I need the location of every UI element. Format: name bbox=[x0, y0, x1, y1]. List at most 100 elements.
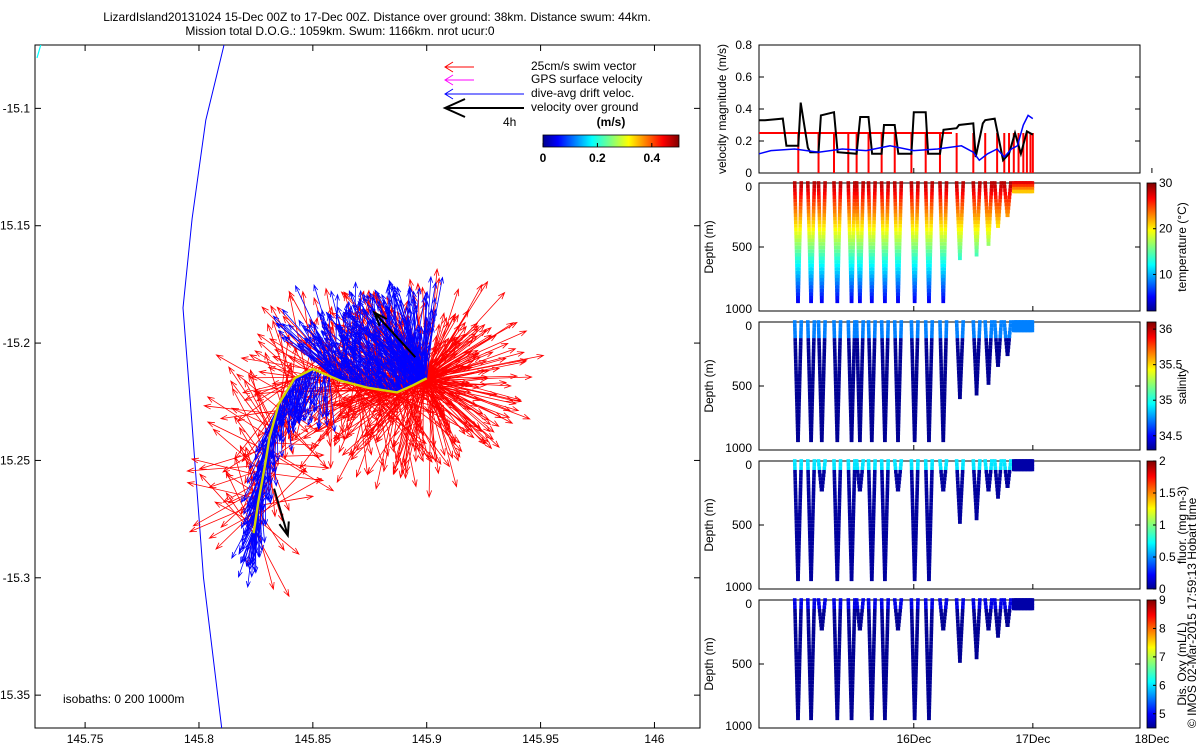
profile-marker bbox=[898, 608, 902, 613]
profile-marker bbox=[930, 598, 935, 602]
profile-marker bbox=[885, 209, 890, 214]
profile-marker bbox=[855, 462, 859, 467]
profile-marker bbox=[821, 477, 826, 481]
profile-marker bbox=[870, 295, 874, 300]
legend-drift: dive-avg drift veloc. bbox=[444, 86, 634, 100]
profile-marker bbox=[929, 202, 934, 207]
profile-marker bbox=[977, 477, 981, 481]
profile-marker bbox=[925, 641, 929, 645]
profile-marker bbox=[984, 202, 989, 207]
profile-marker bbox=[872, 213, 877, 218]
profile-marker bbox=[955, 477, 960, 481]
profile-marker bbox=[867, 491, 872, 496]
profile-marker bbox=[836, 270, 840, 275]
profile-marker bbox=[998, 195, 1003, 200]
profile-marker bbox=[885, 644, 889, 649]
profile-marker bbox=[914, 363, 919, 367]
profile-marker bbox=[793, 608, 797, 613]
profile-marker bbox=[793, 462, 797, 467]
profile-marker bbox=[872, 220, 876, 225]
profile-marker bbox=[943, 227, 948, 232]
profile-marker bbox=[833, 363, 837, 367]
profile-marker bbox=[940, 256, 944, 261]
swim-vector bbox=[268, 338, 335, 379]
profile-marker bbox=[885, 477, 890, 481]
profile-marker bbox=[944, 181, 949, 185]
profile-marker bbox=[914, 651, 919, 656]
profile-marker bbox=[794, 391, 799, 396]
oxygen-colorbar bbox=[1146, 599, 1157, 729]
profile-marker bbox=[939, 473, 944, 478]
profile-marker bbox=[911, 249, 916, 253]
profile-marker bbox=[848, 384, 852, 389]
profile-marker bbox=[893, 466, 898, 470]
profile-marker bbox=[986, 381, 991, 385]
profile-marker bbox=[872, 195, 877, 200]
profile-marker bbox=[987, 363, 992, 367]
profile-marker bbox=[838, 199, 842, 203]
profile-marker bbox=[872, 217, 876, 221]
profile-marker bbox=[899, 195, 903, 200]
profile-marker bbox=[871, 377, 876, 382]
profile-marker bbox=[850, 413, 855, 417]
profile-marker bbox=[881, 677, 886, 681]
profile-marker bbox=[910, 202, 914, 207]
depth-ytick-label: 500 bbox=[732, 379, 752, 393]
profile-marker bbox=[852, 217, 856, 221]
profile-marker bbox=[925, 512, 929, 517]
profile-marker bbox=[972, 330, 976, 335]
profile-marker bbox=[816, 459, 821, 463]
profile-marker bbox=[924, 356, 929, 360]
profile-marker bbox=[873, 459, 877, 463]
profile-marker bbox=[880, 630, 885, 635]
profile-marker bbox=[911, 384, 915, 389]
profile-marker bbox=[817, 206, 822, 210]
profile-marker bbox=[884, 384, 889, 389]
profile-marker bbox=[898, 345, 903, 349]
profile-marker bbox=[960, 202, 965, 207]
profile-marker bbox=[793, 623, 798, 627]
swim-vector bbox=[231, 387, 268, 455]
profile-marker bbox=[806, 466, 810, 470]
profile-marker bbox=[818, 377, 822, 382]
profile-marker bbox=[975, 641, 980, 645]
profile-marker bbox=[911, 377, 915, 382]
profile-marker bbox=[821, 377, 826, 382]
profile-marker bbox=[851, 231, 856, 235]
profile-marker bbox=[860, 359, 864, 364]
profile-marker bbox=[848, 256, 853, 261]
profile-marker bbox=[823, 459, 827, 463]
profile-marker bbox=[871, 373, 876, 378]
profile-marker bbox=[927, 274, 932, 278]
profile-marker bbox=[808, 673, 812, 678]
profile-marker bbox=[849, 712, 854, 717]
profile-marker bbox=[794, 373, 798, 378]
profile-marker bbox=[810, 399, 815, 403]
swim-vector bbox=[428, 330, 528, 375]
profile-marker bbox=[972, 348, 977, 353]
profile-marker bbox=[822, 334, 827, 339]
profile-marker bbox=[811, 363, 816, 367]
swim-vector bbox=[315, 388, 406, 433]
profile-marker bbox=[893, 195, 897, 200]
profile-marker bbox=[899, 327, 903, 331]
profile-marker bbox=[883, 288, 888, 293]
profile-marker bbox=[796, 709, 801, 713]
profile-marker bbox=[955, 334, 960, 339]
profile-marker bbox=[893, 206, 898, 210]
profile-marker bbox=[914, 520, 919, 524]
profile-marker bbox=[909, 327, 914, 331]
profile-marker bbox=[973, 634, 978, 638]
profile-marker bbox=[851, 234, 856, 239]
profile-marker bbox=[821, 249, 826, 253]
profile-marker bbox=[798, 648, 802, 652]
profile-marker bbox=[1004, 616, 1009, 620]
profile-marker bbox=[810, 530, 815, 535]
profile-marker bbox=[925, 655, 930, 660]
profile-marker bbox=[894, 616, 899, 620]
profile-marker bbox=[806, 462, 810, 467]
profile-marker bbox=[955, 338, 960, 342]
profile-marker bbox=[925, 370, 929, 374]
profile-marker bbox=[797, 548, 801, 553]
profile-marker bbox=[911, 395, 916, 400]
